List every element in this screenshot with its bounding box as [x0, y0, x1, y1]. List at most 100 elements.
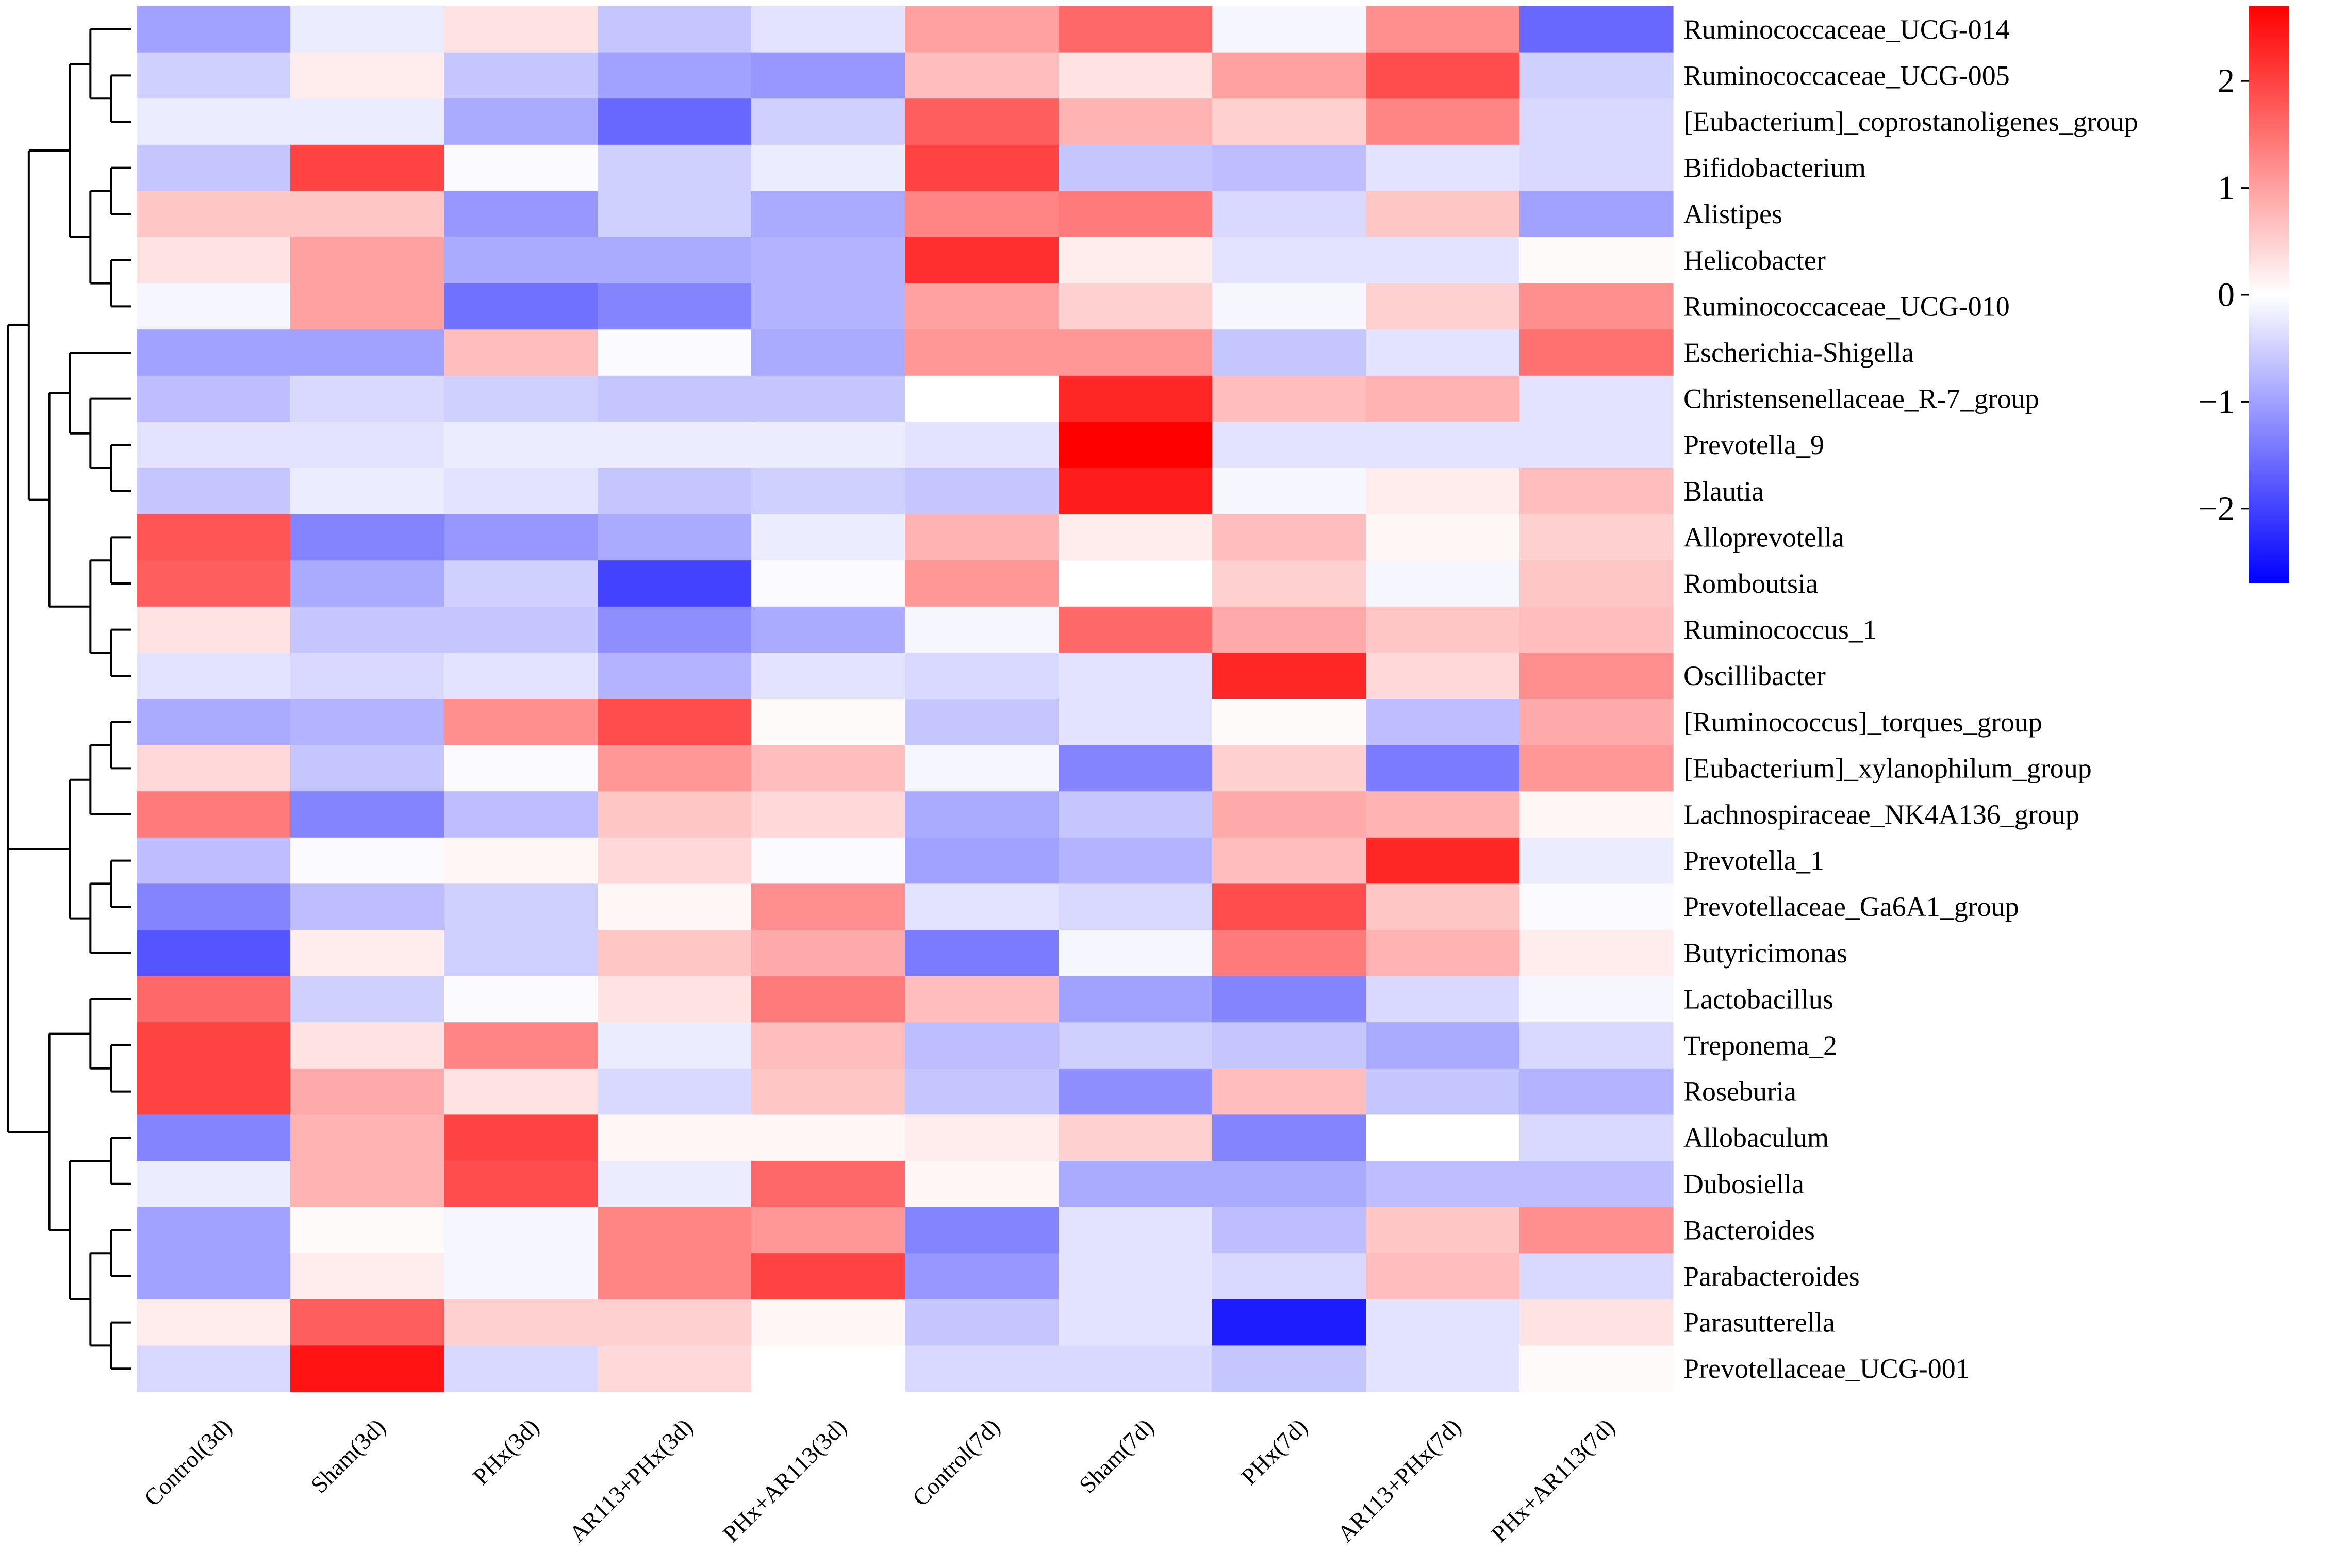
heatmap-cell — [290, 1299, 444, 1346]
heatmap-cell — [905, 6, 1059, 53]
row-label: Prevotella_9 — [1683, 429, 1824, 460]
heatmap-cell — [1519, 237, 1674, 284]
row-label: Bacteroides — [1683, 1214, 1815, 1245]
row-label: Butyricimonas — [1683, 938, 1847, 969]
heatmap-cell — [905, 237, 1059, 284]
heatmap-cell — [290, 883, 444, 930]
heatmap-cell — [1366, 1299, 1520, 1346]
heatmap-cell — [598, 1345, 752, 1392]
heatmap-cell — [137, 976, 291, 1023]
heatmap-cell — [751, 52, 905, 99]
heatmap-cells — [137, 6, 1674, 1392]
heatmap-cell — [1366, 653, 1520, 699]
row-label: Alistipes — [1683, 198, 1782, 229]
row-label: Escherichia-Shigella — [1683, 337, 1914, 368]
heatmap-cell — [1059, 329, 1213, 376]
heatmap-cell — [598, 976, 752, 1023]
heatmap-cell — [905, 1022, 1059, 1069]
row-label: Oscillibacter — [1683, 660, 1826, 691]
row-label: Prevotellaceae_Ga6A1_group — [1683, 891, 2019, 922]
row-label: Ruminococcaceae_UCG-014 — [1683, 14, 2010, 45]
heatmap-cell — [751, 560, 905, 607]
row-labels: Ruminococcaceae_UCG-014 Ruminococcaceae_U… — [1683, 14, 2138, 1384]
heatmap-cell — [598, 237, 752, 284]
heatmap-cell — [751, 375, 905, 422]
heatmap-cell — [1059, 468, 1213, 515]
heatmap-cell — [598, 560, 752, 607]
heatmap-cell — [1519, 976, 1674, 1023]
heatmap-cell — [290, 1207, 444, 1254]
heatmap-cell — [1059, 1299, 1213, 1346]
heatmap-cell — [444, 791, 598, 838]
heatmap-cell — [905, 191, 1059, 238]
row-label: Allobaculum — [1683, 1122, 1829, 1153]
heatmap-cell — [290, 930, 444, 977]
heatmap-cell — [1059, 930, 1213, 977]
heatmap-cell — [751, 1161, 905, 1208]
heatmap-cell — [751, 606, 905, 653]
row-label: Prevotellaceae_UCG-001 — [1683, 1353, 1970, 1384]
heatmap-cell — [905, 976, 1059, 1023]
heatmap-cell — [1519, 1299, 1674, 1346]
heatmap-cell — [137, 514, 291, 561]
heatmap-cell — [137, 1253, 291, 1300]
heatmap-cell — [1212, 144, 1366, 191]
heatmap-cell — [444, 745, 598, 792]
heatmap-cell — [1059, 1114, 1213, 1161]
column-label: PHx(3d) — [468, 1413, 544, 1490]
heatmap-cell — [1519, 653, 1674, 699]
heatmap-cell — [751, 1345, 905, 1392]
heatmap-cell — [905, 606, 1059, 653]
heatmap-cell — [137, 283, 291, 330]
heatmap-cell — [444, 976, 598, 1023]
colorbar-tick-label: 2 — [2218, 62, 2235, 100]
heatmap-cell — [1059, 422, 1213, 469]
heatmap-cell — [137, 6, 291, 53]
heatmap-cell — [598, 791, 752, 838]
heatmap-cell — [1059, 606, 1213, 653]
heatmap-cell — [1059, 976, 1213, 1023]
heatmap-cell — [444, 699, 598, 746]
heatmap-cell — [1519, 1161, 1674, 1208]
column-label: Sham(7d) — [1074, 1413, 1159, 1498]
heatmap-cell — [598, 514, 752, 561]
heatmap-cell — [1366, 237, 1520, 284]
heatmap-cell — [1519, 422, 1674, 469]
heatmap-cell — [1212, 699, 1366, 746]
heatmap-cell — [751, 653, 905, 699]
heatmap-cell — [1366, 144, 1520, 191]
row-label: [Ruminococcus]_torques_group — [1683, 707, 2042, 738]
row-label: Parabacteroides — [1683, 1261, 1860, 1292]
heatmap-cell — [1212, 422, 1366, 469]
heatmap-cell — [1059, 237, 1213, 284]
row-label: Romboutsia — [1683, 568, 1818, 599]
heatmap-cell — [1366, 422, 1520, 469]
heatmap-cell — [1212, 1345, 1366, 1392]
heatmap-cell — [751, 191, 905, 238]
heatmap-cell — [751, 1299, 905, 1346]
heatmap-cell — [905, 1253, 1059, 1300]
heatmap-cell — [1366, 791, 1520, 838]
heatmap-cell — [598, 98, 752, 145]
heatmap-cell — [751, 283, 905, 330]
heatmap-cell — [598, 1207, 752, 1254]
heatmap-cell — [137, 560, 291, 607]
heatmap-cell — [1366, 837, 1520, 884]
heatmap-cell — [290, 606, 444, 653]
heatmap-cell — [1212, 791, 1366, 838]
heatmap-cell — [290, 422, 444, 469]
heatmap-cell — [137, 375, 291, 422]
heatmap-cell — [1212, 375, 1366, 422]
heatmap-cell — [751, 1253, 905, 1300]
heatmap-cell — [444, 52, 598, 99]
heatmap-cell — [598, 653, 752, 699]
heatmap-cell — [751, 422, 905, 469]
heatmap-cell — [1366, 1207, 1520, 1254]
column-label: PHx(7d) — [1236, 1413, 1312, 1490]
row-label: Dubosiella — [1683, 1169, 1804, 1199]
heatmap-cell — [1366, 98, 1520, 145]
column-label: Sham(3d) — [306, 1413, 390, 1498]
heatmap-cell — [1212, 514, 1366, 561]
heatmap-cell — [1366, 329, 1520, 376]
heatmap-cell — [905, 329, 1059, 376]
